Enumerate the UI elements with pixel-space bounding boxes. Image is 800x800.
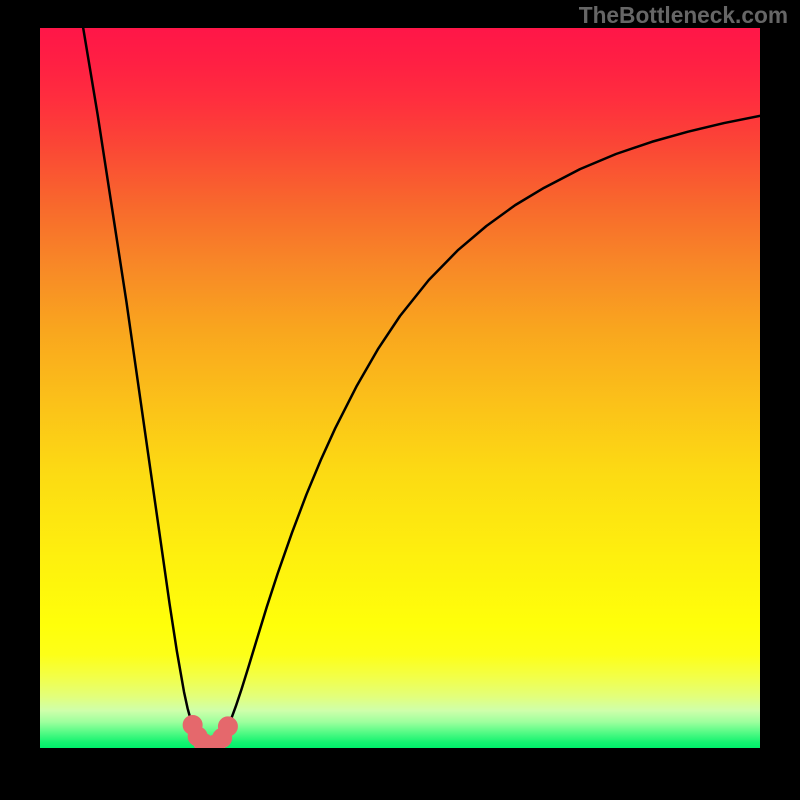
plot-svg: [40, 28, 760, 748]
chart-root: { "watermark": { "text": "TheBottleneck.…: [0, 0, 800, 800]
gradient-background: [40, 28, 760, 748]
plot-area: [40, 28, 760, 748]
watermark-text: TheBottleneck.com: [579, 2, 788, 29]
highlight-marker: [218, 717, 237, 736]
